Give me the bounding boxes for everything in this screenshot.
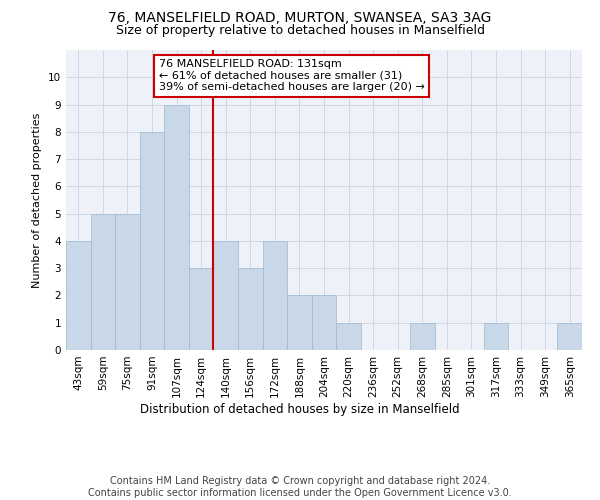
Bar [66, 241, 91, 350]
Bar [484, 322, 508, 350]
Bar [189, 268, 214, 350]
Bar [115, 214, 140, 350]
Bar [287, 296, 312, 350]
Text: 76 MANSELFIELD ROAD: 131sqm
← 61% of detached houses are smaller (31)
39% of sem: 76 MANSELFIELD ROAD: 131sqm ← 61% of det… [159, 59, 425, 92]
Bar [312, 296, 336, 350]
Bar [557, 322, 582, 350]
Bar [164, 104, 189, 350]
Text: 76, MANSELFIELD ROAD, MURTON, SWANSEA, SA3 3AG: 76, MANSELFIELD ROAD, MURTON, SWANSEA, S… [109, 12, 491, 26]
Bar [238, 268, 263, 350]
Bar [91, 214, 115, 350]
Text: Distribution of detached houses by size in Manselfield: Distribution of detached houses by size … [140, 402, 460, 415]
Bar [336, 322, 361, 350]
Bar [263, 241, 287, 350]
Text: Size of property relative to detached houses in Manselfield: Size of property relative to detached ho… [115, 24, 485, 37]
Bar [140, 132, 164, 350]
Bar [214, 241, 238, 350]
Bar [410, 322, 434, 350]
Text: Contains HM Land Registry data © Crown copyright and database right 2024.
Contai: Contains HM Land Registry data © Crown c… [88, 476, 512, 498]
Y-axis label: Number of detached properties: Number of detached properties [32, 112, 43, 288]
